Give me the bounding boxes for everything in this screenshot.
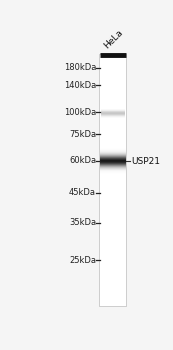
Text: USP21: USP21	[131, 156, 160, 166]
Text: 75kDa: 75kDa	[69, 130, 96, 139]
Bar	[99, 54, 126, 306]
Text: 140kDa: 140kDa	[64, 80, 96, 90]
Text: 180kDa: 180kDa	[64, 63, 96, 72]
Text: 45kDa: 45kDa	[69, 188, 96, 197]
Text: 35kDa: 35kDa	[69, 218, 96, 227]
Text: 60kDa: 60kDa	[69, 156, 96, 165]
Text: HeLa: HeLa	[102, 28, 124, 50]
Text: 100kDa: 100kDa	[64, 107, 96, 117]
Text: 25kDa: 25kDa	[69, 256, 96, 265]
